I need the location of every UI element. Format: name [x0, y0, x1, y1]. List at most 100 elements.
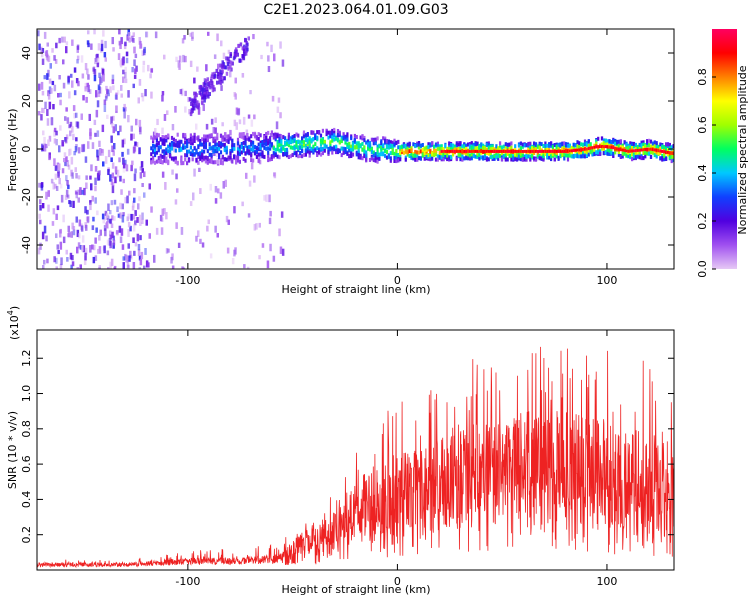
heatmap-cell: [127, 90, 130, 98]
heatmap-cell: [372, 153, 375, 158]
heatmap-cell: [640, 156, 643, 161]
heatmap-cell: [163, 208, 166, 215]
heatmap-cell: [48, 78, 52, 84]
heatmap-cell: [189, 141, 192, 145]
heatmap-cell: [163, 135, 167, 142]
heatmap-cell: [210, 78, 213, 83]
heatmap-cell: [76, 55, 80, 61]
heatmap-cell: [96, 155, 100, 161]
heatmap-cell: [84, 247, 88, 255]
heatmap-cell: [153, 135, 157, 140]
heatmap-cell: [593, 143, 596, 148]
heatmap-cell: [399, 151, 402, 155]
heatmap-cell: [191, 141, 194, 146]
heatmap-cell: [500, 145, 504, 150]
heatmap-cell: [514, 149, 517, 153]
heatmap-cell: [106, 239, 110, 246]
heatmap-cell: [308, 141, 311, 146]
heatmap-cell: [150, 146, 153, 151]
heatmap-cell: [266, 260, 270, 269]
heatmap-cell: [293, 151, 296, 156]
heatmap-cell: [510, 145, 513, 150]
heatmap-cell: [134, 68, 137, 75]
heatmap-cell: [510, 141, 513, 146]
heatmap-cell: [442, 153, 445, 157]
heatmap-cell: [235, 122, 238, 130]
heatmap-cell: [125, 51, 129, 57]
heatmap-cell: [308, 153, 311, 158]
heatmap-cell: [268, 217, 272, 225]
heatmap-cell: [62, 214, 65, 223]
heatmap-cell: [416, 150, 419, 155]
heatmap-cell: [499, 149, 502, 153]
heatmap-cell: [165, 147, 168, 152]
heatmap-cell: [253, 145, 257, 150]
heatmap-cell: [348, 153, 351, 158]
heatmap-cell: [301, 154, 304, 159]
heatmap-cell: [600, 145, 604, 149]
heatmap-cell: [450, 155, 453, 160]
heatmap-cell: [448, 156, 451, 161]
heatmap-cell: [182, 267, 185, 269]
heatmap-cell: [467, 152, 470, 157]
heatmap-cell: [629, 141, 632, 146]
heatmap-cell: [406, 146, 409, 151]
heatmap-cell: [533, 144, 536, 149]
heatmap-cell: [80, 225, 84, 232]
heatmap-cell: [297, 140, 300, 145]
heatmap-cell: [551, 149, 554, 153]
heatmap-cell: [559, 143, 562, 148]
heatmap-cell: [429, 157, 432, 162]
heatmap-cell: [65, 134, 69, 140]
heatmap-cell: [94, 166, 98, 172]
heatmap-cell: [273, 172, 277, 179]
heatmap-cell: [544, 144, 547, 148]
heatmap-cell: [236, 52, 239, 57]
heatmap-cell: [553, 157, 556, 162]
heatmap-cell: [216, 142, 219, 147]
heatmap-cell: [124, 72, 127, 79]
heatmap-cell: [124, 66, 127, 73]
heatmap-cell: [646, 139, 649, 144]
heatmap-cell: [167, 159, 170, 164]
heatmap-cell: [221, 137, 224, 142]
heatmap-cell: [117, 131, 120, 136]
spectrogram-xtick-label: -100: [175, 274, 200, 287]
heatmap-cell: [138, 255, 142, 261]
heatmap-cell: [563, 156, 566, 161]
heatmap-cell: [119, 202, 122, 210]
heatmap-cell: [187, 138, 191, 143]
heatmap-cell: [69, 148, 72, 155]
heatmap-cell: [106, 213, 109, 219]
heatmap-cell: [663, 148, 666, 152]
heatmap-cell: [165, 138, 168, 143]
heatmap-cell: [40, 114, 43, 121]
heatmap-cell: [461, 144, 464, 149]
heatmap-cell: [207, 94, 210, 99]
heatmap-cell: [170, 142, 174, 147]
heatmap-cell: [106, 88, 109, 95]
heatmap-cell: [533, 156, 536, 161]
heatmap-cell: [198, 85, 201, 90]
heatmap-cell: [213, 87, 216, 92]
heatmap-cell: [661, 149, 664, 153]
heatmap-cell: [221, 154, 224, 159]
heatmap-cell: [171, 124, 175, 131]
heatmap-cell: [204, 145, 207, 150]
heatmap-cell: [587, 147, 590, 151]
heatmap-cell: [257, 142, 260, 147]
heatmap-cell: [123, 103, 126, 109]
heatmap-cell: [223, 137, 226, 142]
heatmap-cell: [327, 146, 330, 151]
heatmap-cell: [161, 160, 164, 165]
heatmap-cell: [135, 142, 139, 147]
heatmap-cell: [218, 141, 221, 145]
heatmap-cell: [81, 245, 84, 252]
heatmap-cell: [208, 142, 211, 147]
heatmap-cell: [111, 172, 115, 179]
heatmap-cell: [621, 151, 624, 156]
heatmap-cell: [244, 151, 247, 156]
heatmap-cell: [480, 149, 483, 153]
heatmap-cell: [59, 92, 62, 98]
heatmap-cell: [301, 136, 304, 141]
